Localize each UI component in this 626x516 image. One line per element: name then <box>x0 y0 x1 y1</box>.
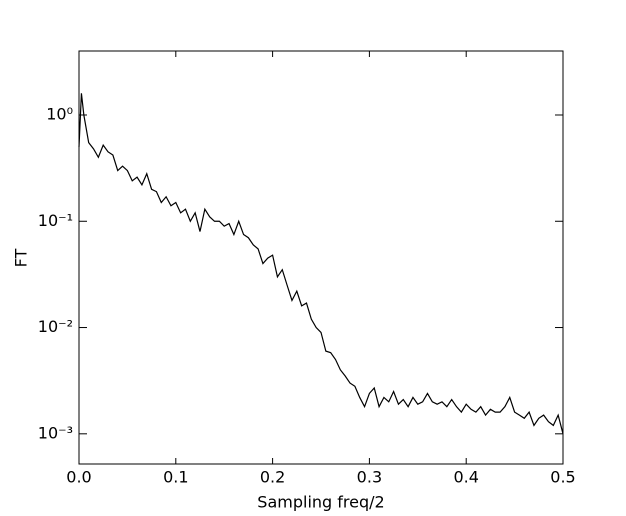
x-tick-label: 0.4 <box>453 468 478 487</box>
y-tick-label: 10⁻³ <box>38 423 73 442</box>
x-tick-label: 0.1 <box>163 468 188 487</box>
plot-frame <box>78 50 564 465</box>
y-tick-label: 10⁰ <box>46 104 73 123</box>
x-tick-label: 0.3 <box>357 468 382 487</box>
y-tick-label: 10⁻¹ <box>38 211 73 230</box>
y-tick-label: 10⁻² <box>38 317 73 336</box>
data-line <box>78 93 564 434</box>
x-tick-label: 0.2 <box>260 468 285 487</box>
x-axis-label: Sampling freq/2 <box>257 493 384 512</box>
x-tick-label: 0.0 <box>66 468 91 487</box>
x-tick-label: 0.5 <box>550 468 575 487</box>
y-axis-label: FT <box>12 248 31 267</box>
